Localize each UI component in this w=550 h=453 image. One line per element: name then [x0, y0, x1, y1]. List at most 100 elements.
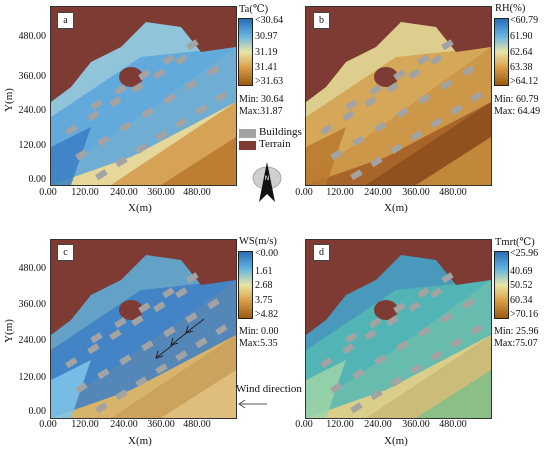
colorbar-label: 3.75: [255, 295, 273, 306]
panel-d-map-graphic: [306, 240, 491, 418]
ground-band: [51, 127, 91, 185]
building: [370, 389, 383, 401]
building: [153, 301, 166, 313]
building: [175, 54, 188, 66]
building: [90, 99, 103, 111]
building: [97, 135, 110, 147]
x-tick: 120.00: [71, 187, 99, 198]
building: [350, 169, 363, 181]
building: [207, 298, 220, 310]
colorbar-label: >31.63: [255, 76, 284, 87]
ground-band: [306, 360, 346, 418]
colorbar-label: 1.61: [255, 266, 273, 277]
building: [87, 110, 100, 122]
y-tick: 240.00: [18, 335, 47, 346]
building: [163, 93, 176, 105]
colorbar-label: >4.82: [255, 309, 279, 320]
panel-c-map-graphic: [51, 240, 236, 418]
building: [185, 312, 198, 324]
colorbar-label: <60.79: [510, 15, 539, 26]
building: [320, 357, 333, 369]
x-tick: 360.00: [147, 187, 175, 198]
building: [410, 363, 423, 375]
building: [207, 65, 220, 77]
panel-a-letter: a: [57, 12, 74, 29]
ground-band: [161, 137, 236, 185]
building: [95, 169, 108, 181]
colorbar-label: 63.38: [510, 62, 533, 73]
colorbar-label: 50.52: [510, 280, 533, 291]
building: [90, 332, 103, 344]
building: [374, 354, 387, 366]
wind-direction-label: Wind direction: [236, 383, 302, 395]
terrain-region: [51, 7, 236, 102]
building: [114, 84, 127, 96]
x-tick: 120.00: [71, 419, 99, 430]
building: [215, 91, 228, 103]
building: [215, 324, 228, 336]
building: [408, 68, 421, 80]
terrain-swatch: [239, 141, 256, 150]
building: [462, 298, 475, 310]
x-axis-title: X(m): [128, 435, 152, 447]
building: [369, 84, 382, 96]
colorbar-label: 61.90: [510, 31, 533, 42]
building: [470, 324, 483, 336]
panel-c-min: Min: 0.00: [239, 326, 279, 337]
building: [153, 68, 166, 80]
building: [162, 54, 175, 66]
building: [393, 302, 406, 314]
building: [141, 107, 154, 119]
wind-arrow: [185, 318, 205, 334]
ground-band: [51, 360, 91, 418]
building: [440, 312, 453, 324]
panel-a-colorbar-title: Ta(℃): [239, 4, 269, 15]
building: [345, 99, 358, 111]
panel-b-letter: b: [313, 12, 330, 29]
north-arrow-icon: N: [250, 160, 284, 204]
y-tick: 0.00: [28, 406, 47, 417]
building: [408, 301, 421, 313]
building: [374, 121, 387, 133]
buildings-swatch: [239, 129, 256, 138]
building: [131, 315, 144, 327]
colorbar-label: 31.41: [255, 62, 278, 73]
x-tick: 0.00: [39, 419, 57, 430]
y-tick: 480.00: [18, 31, 47, 42]
panel-c-colorbar: [238, 251, 253, 319]
building: [350, 402, 363, 414]
building: [430, 350, 443, 362]
x-tick: 240.00: [110, 419, 138, 430]
panel-d-map: [305, 239, 492, 419]
building: [131, 82, 144, 94]
building: [87, 343, 100, 355]
terrain-region: [119, 67, 143, 87]
building: [119, 121, 132, 133]
building: [109, 329, 122, 341]
x-tick: 240.00: [364, 419, 392, 430]
wind-arrow-head: [170, 337, 179, 346]
building: [175, 287, 188, 299]
building: [364, 96, 377, 108]
building: [175, 350, 188, 362]
terrain-region: [51, 240, 236, 335]
x-tick: 0.00: [295, 187, 313, 198]
colorbar-label: 2.68: [255, 280, 273, 291]
panel-a-map-graphic: [51, 7, 236, 185]
panel-d-colorbar: [494, 251, 509, 319]
panel-a-colorbar: [238, 18, 253, 86]
building: [175, 117, 188, 129]
building: [65, 124, 78, 136]
terrain-region: [119, 300, 143, 320]
building: [135, 143, 148, 155]
colorbar-label: >64.12: [510, 76, 539, 87]
building: [115, 156, 128, 168]
y-tick: 240.00: [18, 105, 47, 116]
panel-d-max: Max:75.07: [494, 338, 538, 349]
colorbar-label: 62.64: [510, 47, 533, 58]
building: [430, 287, 443, 299]
building: [162, 287, 175, 299]
terrain-region: [374, 300, 398, 320]
colorbar-label: 31.19: [255, 47, 278, 58]
panel-c-map: [50, 239, 237, 419]
